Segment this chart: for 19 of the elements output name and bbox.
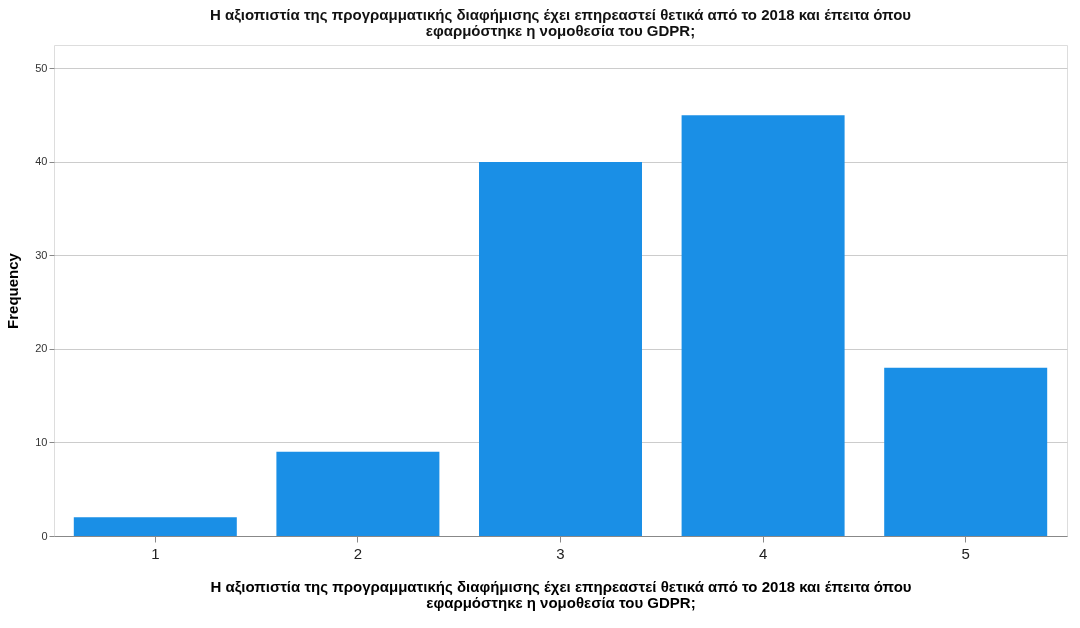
bar [681,115,845,536]
y-tick-label: 30 [35,248,48,261]
x-axis-title: Η αξιοπιστία της προγραμματικής διαφήμισης έχει επηρεαστεί θετικά από το 2018 και έπειτα όπου εφαρμόστηκε η νομοθεσία του GDPR; [210,577,912,611]
y-tick-label: 20 [35,342,48,355]
x-tick-label: 5 [961,544,970,562]
x-tick-label: 3 [556,544,565,562]
bar [276,451,440,536]
bar [479,161,642,536]
bar [73,517,237,536]
x-tick-label: 4 [758,544,768,562]
y-axis-title: Frequency [4,252,22,329]
bar [884,367,1048,536]
y-tick-label: 50 [35,61,48,74]
x-tick-label: 1 [151,544,160,562]
y-tick-label: 0 [41,529,48,542]
y-tick-label: 10 [35,435,48,448]
x-tick-label: 2 [353,544,363,562]
y-tick-label: 40 [35,155,48,168]
chart-title: Η αξιοπιστία της προγραμματικής διαφήμισης έχει επηρεαστεί θετικά από το 2018 και έπειτα όπου εφαρμόστηκε η νομοθεσία του GDPR; [209,6,912,39]
